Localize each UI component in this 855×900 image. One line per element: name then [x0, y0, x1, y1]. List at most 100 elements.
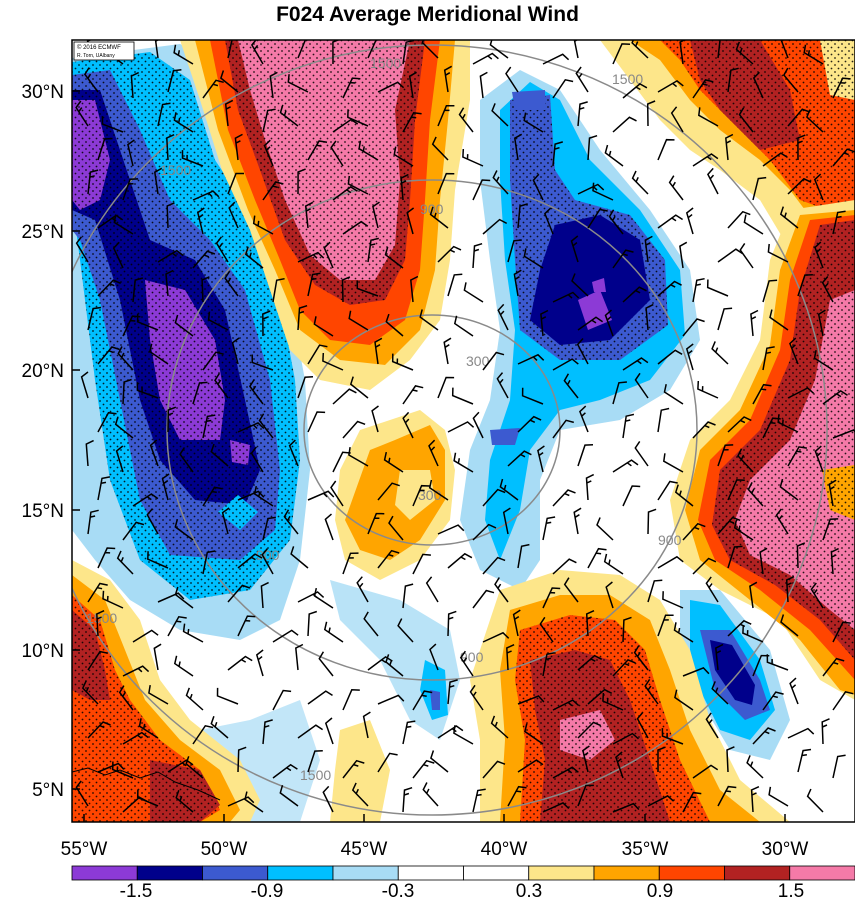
wind-barb: [542, 53, 570, 65]
wind-barb: [377, 694, 405, 705]
wind-barb: [154, 40, 160, 59]
wind-barb: [402, 40, 415, 65]
wind-barb: [711, 681, 729, 705]
wind-barb: [462, 148, 484, 167]
wind-barb: [832, 148, 855, 167]
wind-barb: [207, 311, 229, 331]
wind-barb: [372, 201, 380, 229]
wind-barb: [166, 202, 175, 229]
wind-barb: [307, 610, 318, 637]
map-frame: [71, 39, 855, 823]
wind-barb: [127, 139, 135, 167]
wind-barb: [563, 373, 579, 399]
wind-barb: [87, 721, 111, 739]
wind-barb: [492, 170, 509, 195]
wind-barb: [752, 176, 767, 201]
wind-barb: [453, 452, 474, 473]
wind-barb: [622, 286, 647, 303]
wind-barb: [174, 519, 194, 541]
wind-barb: [425, 576, 439, 603]
wind-barb: [262, 181, 284, 201]
wind-barb: [505, 66, 519, 93]
wind-barb: [138, 718, 159, 739]
wind-barb: [400, 173, 409, 201]
wind-barb: [167, 68, 182, 93]
wind-barb: [228, 201, 239, 229]
wind-barb: [307, 140, 328, 161]
wind-barb: [746, 755, 764, 779]
wind-barb: [767, 243, 789, 263]
wind-barb: [283, 509, 299, 535]
wind-barb: [743, 214, 764, 235]
wind-barb: [332, 451, 351, 473]
wind-barb: [408, 71, 417, 99]
wind-barb: [685, 343, 694, 371]
wind-barb: [97, 346, 120, 365]
wind-barb: [517, 415, 542, 433]
wind-barb: [453, 725, 474, 745]
wind-barb: [324, 717, 334, 745]
wind-barb: [657, 214, 684, 229]
wind-barb: [263, 139, 274, 167]
wind-barb: [351, 782, 369, 807]
wind-barb: [706, 279, 729, 297]
wind-barb: [697, 107, 719, 127]
wind-barb: [412, 553, 431, 575]
wind-barb: [570, 235, 579, 263]
wind-barb: [237, 422, 265, 433]
wind-barb: [342, 77, 361, 99]
wind-barb: [633, 645, 649, 671]
wind-barb: [726, 746, 735, 773]
wind-barb: [447, 679, 458, 705]
wind-barb: [657, 407, 670, 433]
wind-barb: [130, 71, 140, 99]
wind-barb: [288, 439, 299, 467]
wind-barb: [117, 346, 134, 371]
wind-barb: [513, 269, 522, 297]
wind-barb: [797, 273, 813, 297]
wind-barb: [517, 695, 545, 705]
wind-barb: [174, 586, 194, 609]
wind-barb: [497, 303, 509, 331]
wind-barb: [646, 100, 656, 127]
wind-barb: [330, 140, 344, 167]
wind-barb: [472, 788, 486, 813]
wind-barb: [602, 692, 624, 711]
wind-barb: [612, 802, 640, 813]
wind-barb: [662, 591, 684, 609]
wind-barb: [451, 387, 474, 405]
wind-barb: [83, 67, 99, 93]
wind-barb: [297, 304, 308, 331]
wind-barb: [622, 616, 632, 643]
wind-barb: [227, 172, 244, 195]
wind-barb: [215, 236, 229, 263]
wind-barb: [165, 269, 174, 297]
wind-barb: [251, 354, 274, 371]
wind-barb: [814, 241, 824, 269]
wind-barb: [479, 71, 488, 99]
wind-barb: [443, 337, 452, 365]
wind-barb: [248, 379, 264, 405]
wind-barb: [482, 218, 508, 235]
wind-barb: [313, 587, 334, 609]
wind-barb: [469, 684, 484, 711]
wind-barb: [210, 443, 229, 467]
wind-barb: [122, 178, 139, 201]
contour-label: 300: [418, 487, 442, 503]
wind-barb: [782, 67, 799, 93]
wind-barb: [367, 655, 393, 671]
wind-barb: [157, 249, 184, 263]
wind-barb: [175, 789, 194, 813]
wind-barb: [358, 140, 379, 161]
wind-barb: [717, 40, 721, 59]
lat-label: 10°N: [22, 641, 64, 662]
wind-barb: [237, 553, 263, 569]
wind-barb: [692, 421, 716, 439]
colorbar-label: -0.3: [382, 881, 415, 900]
wind-barb: [832, 754, 846, 779]
wind-barb: [153, 167, 163, 195]
wind-barb: [97, 279, 121, 297]
wind-barb: [797, 748, 812, 773]
colorbar-label: 0.9: [647, 881, 673, 900]
wind-barb: [631, 40, 649, 59]
